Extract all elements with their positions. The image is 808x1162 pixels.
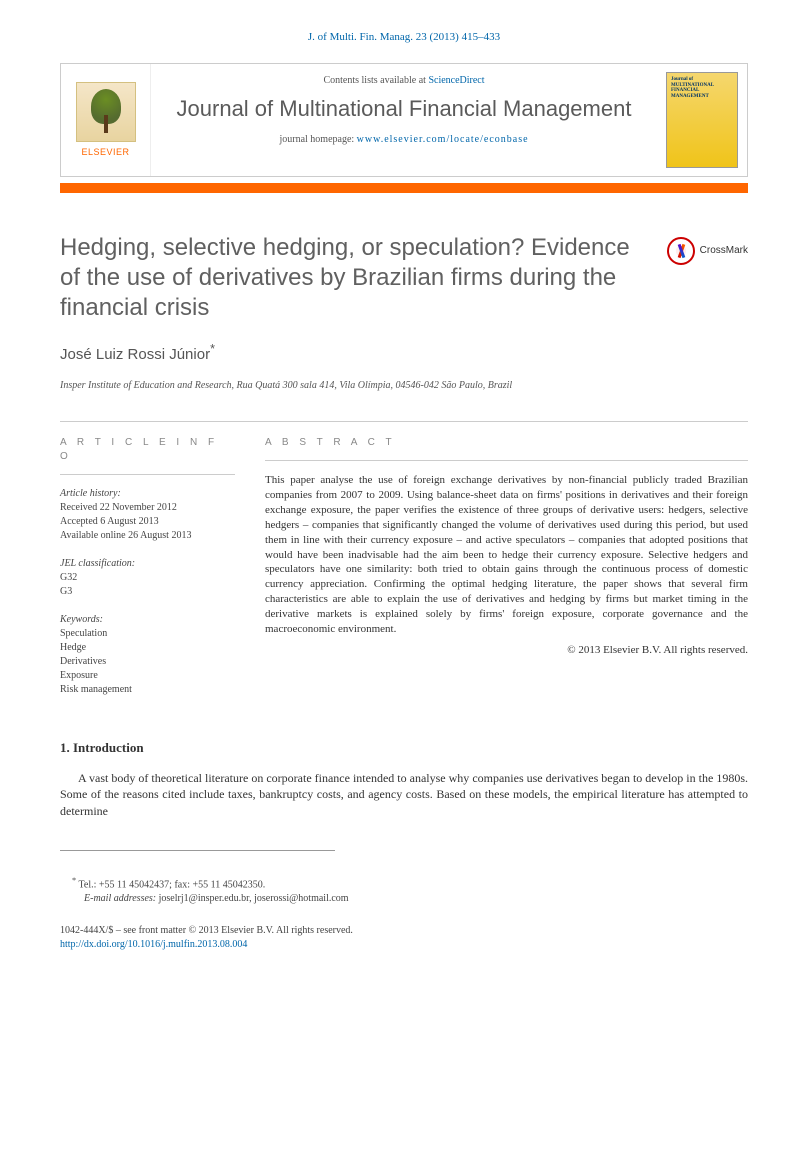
crossmark-label: CrossMark [700, 244, 748, 258]
journal-homepage: journal homepage: www.elsevier.com/locat… [159, 133, 649, 147]
footnotes-rule [60, 850, 335, 857]
elsevier-tree-icon [76, 82, 136, 142]
divider-bar [60, 183, 748, 193]
footnote-marker: * [72, 876, 76, 885]
journal-name: Journal of Multinational Financial Manag… [159, 96, 649, 122]
abstract-text: This paper analyse the use of foreign ex… [265, 473, 748, 636]
journal-banner: ELSEVIER Contents lists available at Sci… [60, 63, 748, 177]
abstract-heading: A B S T R A C T [265, 436, 748, 461]
author-name: José Luiz Rossi Júnior [60, 346, 210, 363]
footnotes: * Tel.: +55 11 45042437; fax: +55 11 450… [60, 875, 748, 906]
jel-code: G3 [60, 585, 235, 599]
email-link[interactable]: joserossi@hotmail.com [254, 893, 348, 904]
history-received: Received 22 November 2012 [60, 501, 235, 515]
jel-code: G32 [60, 571, 235, 585]
keyword: Speculation [60, 627, 235, 641]
keyword: Risk management [60, 683, 235, 697]
journal-center: Contents lists available at ScienceDirec… [151, 64, 657, 176]
footnote-contact: Tel.: +55 11 45042437; fax: +55 11 45042… [79, 879, 266, 890]
article-info: A R T I C L E I N F O Article history: R… [60, 436, 235, 711]
keyword: Derivatives [60, 655, 235, 669]
keyword: Exposure [60, 669, 235, 683]
history-label: Article history: [60, 487, 235, 501]
affiliation: Insper Institute of Education and Resear… [60, 379, 748, 393]
cover-thumbnail-icon: Journal of MULTINATIONAL FINANCIAL MANAG… [666, 72, 738, 168]
history-accepted: Accepted 6 August 2013 [60, 515, 235, 529]
keywords-label: Keywords: [60, 613, 235, 627]
front-matter: 1042-444X/$ – see front matter © 2013 El… [60, 924, 748, 938]
elsevier-logo[interactable]: ELSEVIER [61, 64, 151, 176]
citation-link[interactable]: J. of Multi. Fin. Manag. 23 (2013) 415–4… [308, 31, 500, 43]
author-marker: * [210, 342, 215, 356]
info-heading: A R T I C L E I N F O [60, 436, 235, 475]
abstract: A B S T R A C T This paper analyse the u… [265, 436, 748, 711]
section-heading: 1. Introduction [60, 739, 748, 757]
history-online: Available online 26 August 2013 [60, 529, 235, 543]
doi-link[interactable]: http://dx.doi.org/10.1016/j.mulfin.2013.… [60, 939, 247, 950]
bottom-info: 1042-444X/$ – see front matter © 2013 El… [60, 924, 748, 952]
email-label: E-mail addresses: [84, 893, 159, 904]
jel-block: JEL classification: G32 G3 [60, 557, 235, 599]
contents-prefix: Contents lists available at [323, 75, 428, 86]
crossmark-icon [667, 237, 695, 265]
keyword: Hedge [60, 641, 235, 655]
cover-title-text: Journal of MULTINATIONAL FINANCIAL MANAG… [671, 77, 733, 99]
title-row: Hedging, selective hedging, or speculati… [60, 233, 748, 323]
abstract-copyright: © 2013 Elsevier B.V. All rights reserved… [265, 643, 748, 658]
article-title: Hedging, selective hedging, or speculati… [60, 233, 647, 323]
authors: José Luiz Rossi Júnior* [60, 341, 748, 365]
contents-available: Contents lists available at ScienceDirec… [159, 74, 649, 88]
intro-paragraph: A vast body of theoretical literature on… [60, 770, 748, 820]
jel-label: JEL classification: [60, 557, 235, 571]
article-history: Article history: Received 22 November 20… [60, 487, 235, 543]
journal-cover[interactable]: Journal of MULTINATIONAL FINANCIAL MANAG… [657, 64, 747, 176]
sciencedirect-link[interactable]: ScienceDirect [428, 75, 484, 86]
citation-header: J. of Multi. Fin. Manag. 23 (2013) 415–4… [60, 30, 748, 45]
homepage-prefix: journal homepage: [279, 134, 356, 145]
elsevier-label: ELSEVIER [81, 146, 129, 159]
email-link[interactable]: joselrj1@insper.edu.br [159, 893, 249, 904]
info-abstract-row: A R T I C L E I N F O Article history: R… [60, 421, 748, 711]
homepage-link[interactable]: www.elsevier.com/locate/econbase [357, 134, 529, 145]
crossmark-badge[interactable]: CrossMark [667, 233, 748, 265]
keywords-block: Keywords: Speculation Hedge Derivatives … [60, 613, 235, 697]
